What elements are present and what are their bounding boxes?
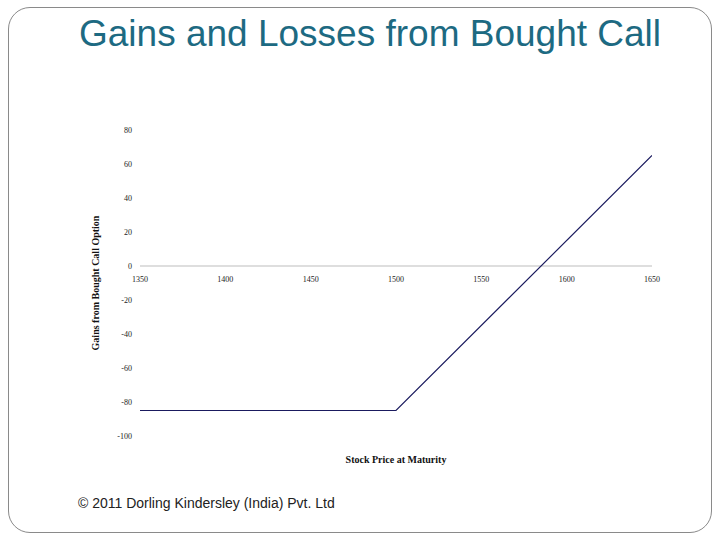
svg-text:1600: 1600 xyxy=(559,275,575,284)
svg-text:Stock Price at Maturity: Stock Price at Maturity xyxy=(346,454,447,465)
svg-text:1450: 1450 xyxy=(303,275,319,284)
svg-text:-40: -40 xyxy=(121,330,132,339)
svg-text:40: 40 xyxy=(124,194,132,203)
svg-text:20: 20 xyxy=(124,228,132,237)
svg-text:1350: 1350 xyxy=(132,275,148,284)
svg-text:-20: -20 xyxy=(121,296,132,305)
html-text:Gains and Losses from Bought C: Gains and Losses from Bought Call xyxy=(79,13,661,54)
svg-text:80: 80 xyxy=(124,126,132,135)
svg-text:0: 0 xyxy=(128,262,132,271)
svg-text:-60: -60 xyxy=(121,364,132,373)
svg-text:1400: 1400 xyxy=(217,275,233,284)
svg-text:Gains from Bought Call Option: Gains from Bought Call Option xyxy=(90,215,101,350)
svg-text:1500: 1500 xyxy=(388,275,404,284)
svg-text:-100: -100 xyxy=(117,432,132,441)
svg-text:60: 60 xyxy=(124,160,132,169)
svg-text:1650: 1650 xyxy=(644,275,660,284)
svg-text:1550: 1550 xyxy=(473,275,489,284)
html-text:© 2011 Dorling Kindersley (Ind: © 2011 Dorling Kindersley (India) Pvt. L… xyxy=(78,495,335,511)
svg-text:-80: -80 xyxy=(121,398,132,407)
